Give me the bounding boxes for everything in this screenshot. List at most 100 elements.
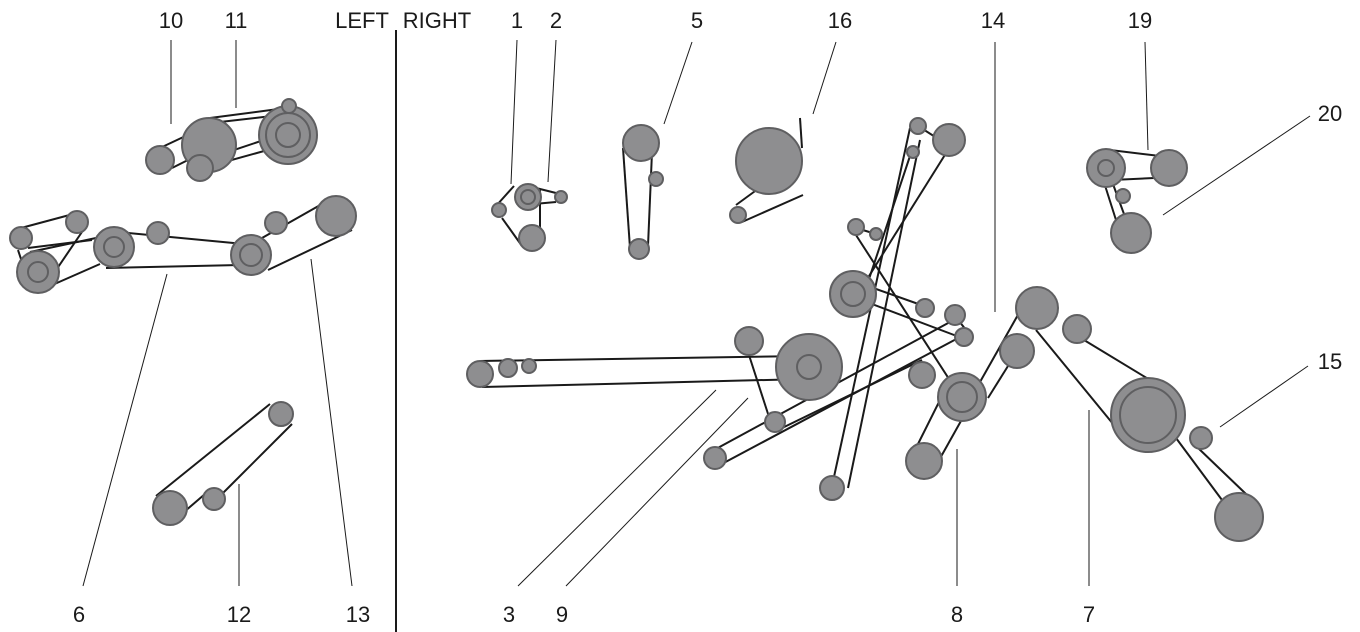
callout-3: 3 [503,602,515,627]
callout-20: 20 [1318,101,1342,126]
leader-16 [812,41,837,115]
pulley-ring [946,381,978,413]
pulley [491,202,507,218]
right-side-label: RIGHT [403,8,471,33]
pulley-ring [1097,159,1115,177]
belt [747,351,771,421]
pulley [281,98,297,114]
pulley [909,117,927,135]
pulley [514,183,542,211]
pulley [932,123,966,157]
pulley [1086,148,1126,188]
pulley [734,326,764,356]
belt [853,231,961,397]
belt [799,117,803,149]
pulley-group-6-13 [9,195,357,294]
pulley-ring [796,354,822,380]
pulley [521,358,537,374]
pulley [65,210,89,234]
pulley [847,218,865,236]
belt [987,365,1009,399]
callout-15: 15 [1318,349,1342,374]
pulley-group-1-2 [491,183,568,252]
leader-1 [510,39,518,185]
pulley [554,190,568,204]
pulley-ring [840,281,866,307]
pulley [915,298,935,318]
leader-20 [1162,115,1311,216]
callout-12: 12 [227,602,251,627]
pulley [999,333,1035,369]
callout-10: 10 [159,8,183,33]
belt [647,151,653,247]
pulley [1110,377,1186,453]
pulley [735,127,803,195]
pulley [869,227,883,241]
belt [777,359,923,431]
pulley-group-5 [622,124,664,260]
callout-13: 13 [346,602,370,627]
pulley [954,327,974,347]
leader-15 [1219,365,1309,428]
pulley [93,226,135,268]
leader-13 [310,258,353,587]
pulley-group-10-11 [145,98,318,182]
pulley [1110,212,1152,254]
pulley [152,490,188,526]
belt [29,237,97,253]
pulley-group-16 [729,117,804,224]
belt [155,403,271,497]
callout-8: 8 [951,602,963,627]
pulley [703,446,727,470]
pulley-ring [103,236,125,258]
leader-3 [517,389,717,587]
pulley-ring [1119,386,1177,444]
pulley [944,304,966,326]
belt [741,194,804,223]
belt [847,139,921,489]
leader-9 [565,397,749,587]
belt [1175,437,1223,501]
belt [865,149,913,289]
belt [1035,329,1119,431]
pulley [906,145,920,159]
pulley [145,145,175,175]
belt [1195,445,1247,495]
belt [219,115,273,123]
callout-1: 1 [511,8,523,33]
pulley [764,411,786,433]
callout-5: 5 [691,8,703,33]
belt [481,378,807,388]
belt [1109,149,1161,157]
callout-19: 19 [1128,8,1152,33]
pulley [628,238,650,260]
pulley [315,195,357,237]
leader-6 [82,273,168,587]
belt [117,231,245,245]
pulley-ring [239,243,263,267]
pulley [518,224,546,252]
leader-5 [663,41,693,125]
belt [49,263,101,287]
pulley-group-7-15 [1015,286,1264,542]
pulley [908,361,936,389]
leader-lines [82,39,1311,587]
belt [622,147,631,249]
callout-16: 16 [828,8,852,33]
pulley [648,171,664,187]
pulley [1062,314,1092,344]
pulley [258,105,318,165]
pulley [1115,188,1131,204]
callout-2: 2 [550,8,562,33]
pulley [1189,426,1213,450]
pulley [146,221,170,245]
callout-6: 6 [73,602,85,627]
pulley [622,124,660,162]
pulley [905,442,943,480]
pulley-ring [27,261,49,283]
callout-7: 7 [1083,602,1095,627]
left-side-label: LEFT [335,8,389,33]
belt [221,423,293,495]
callout-14: 14 [981,8,1005,33]
